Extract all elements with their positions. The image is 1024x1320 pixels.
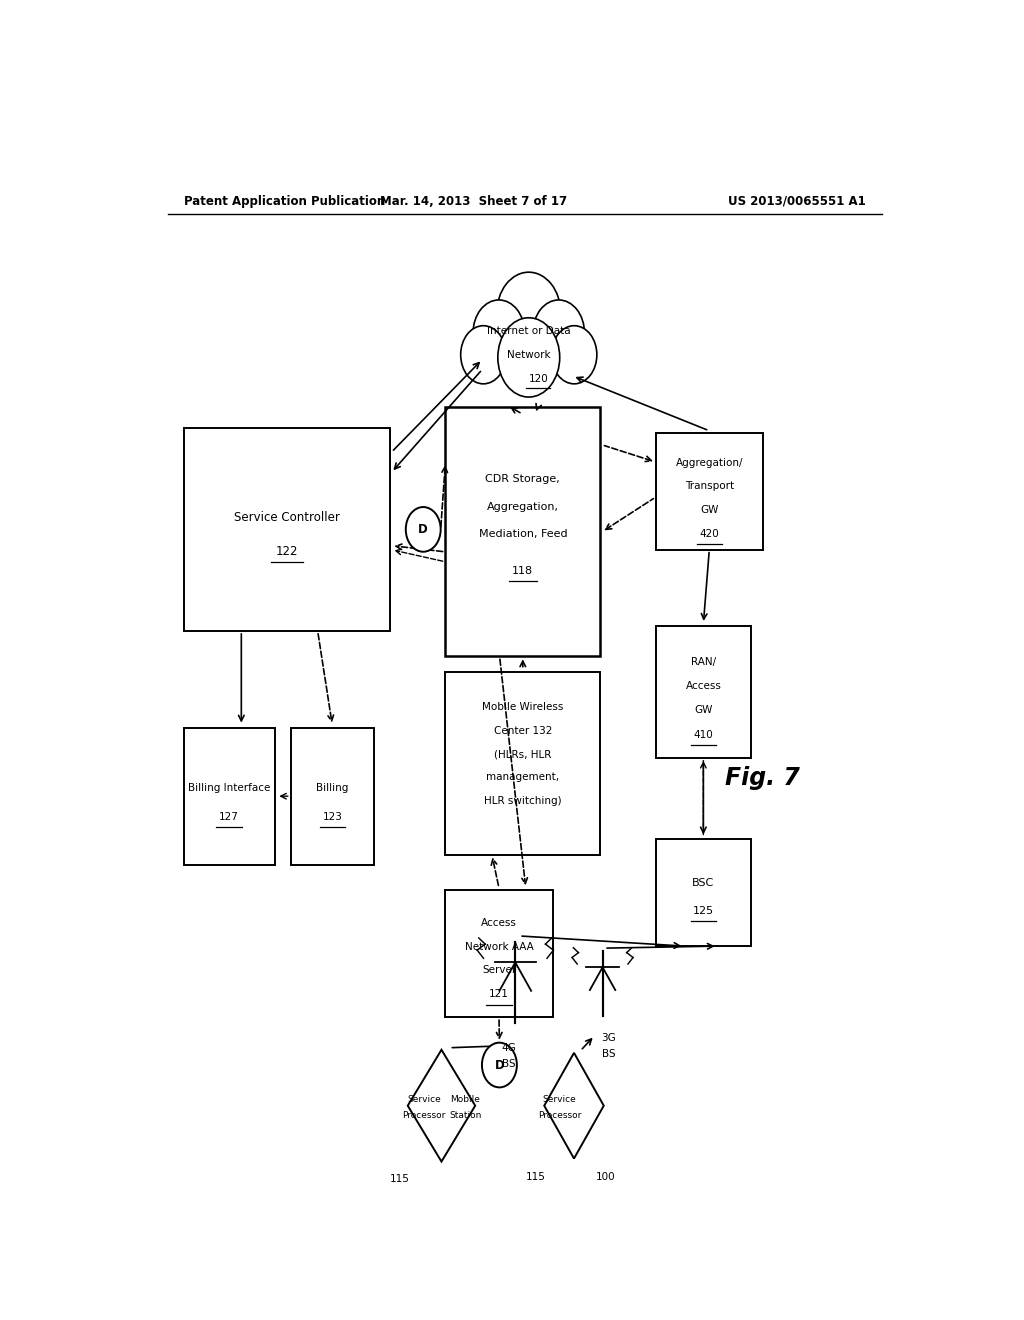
Text: Fig. 7: Fig. 7 [725, 767, 801, 791]
Text: Transport: Transport [685, 482, 734, 491]
Text: 127: 127 [219, 812, 240, 821]
Circle shape [552, 326, 597, 384]
Circle shape [406, 507, 440, 552]
Text: Aggregation,: Aggregation, [486, 502, 559, 512]
Text: management,: management, [486, 772, 559, 783]
Circle shape [532, 300, 585, 366]
Bar [183, 727, 274, 865]
Text: (HLRs, HLR: (HLRs, HLR [495, 748, 552, 759]
Text: Billing Interface: Billing Interface [188, 783, 270, 793]
Circle shape [482, 1043, 517, 1088]
Text: Station: Station [450, 1111, 481, 1121]
Bar [445, 672, 600, 854]
Text: Mediation, Feed: Mediation, Feed [478, 529, 567, 539]
Text: 122: 122 [275, 545, 298, 558]
Text: Access: Access [481, 919, 517, 928]
Text: Service: Service [543, 1096, 577, 1104]
Text: US 2013/0065551 A1: US 2013/0065551 A1 [728, 194, 866, 207]
Text: Billing: Billing [316, 783, 348, 793]
Text: Server: Server [482, 965, 516, 975]
Text: HLR switching): HLR switching) [484, 796, 561, 805]
Text: Mobile Wireless: Mobile Wireless [482, 702, 563, 713]
Text: GW: GW [694, 705, 713, 715]
Text: 3G: 3G [601, 1032, 616, 1043]
Text: 420: 420 [699, 529, 719, 539]
Bar [655, 626, 751, 758]
Text: 115: 115 [526, 1172, 546, 1181]
Circle shape [473, 300, 524, 366]
Text: 410: 410 [693, 730, 714, 739]
Text: 118: 118 [512, 565, 534, 576]
Text: D: D [419, 523, 428, 536]
Text: Center 132: Center 132 [494, 726, 552, 735]
Text: Service Controller: Service Controller [233, 511, 340, 524]
Text: RAN/: RAN/ [691, 656, 716, 667]
Text: 123: 123 [323, 812, 342, 821]
Text: CDR Storage,: CDR Storage, [485, 474, 560, 484]
Text: Network: Network [507, 350, 551, 359]
Text: Network AAA: Network AAA [465, 941, 534, 952]
Text: BSC: BSC [692, 878, 715, 887]
Circle shape [497, 272, 561, 354]
Text: 115: 115 [390, 1173, 411, 1184]
Bar [291, 727, 374, 865]
Text: Service: Service [408, 1096, 441, 1104]
Bar [445, 408, 600, 656]
Text: Aggregation/: Aggregation/ [676, 458, 743, 467]
Text: 120: 120 [528, 374, 548, 384]
Text: Processor: Processor [538, 1111, 582, 1121]
Text: Processor: Processor [402, 1111, 445, 1121]
Text: 100: 100 [596, 1172, 615, 1181]
Bar [183, 428, 390, 631]
Text: 125: 125 [693, 906, 714, 916]
Text: 4G: 4G [502, 1043, 516, 1053]
Text: BS: BS [602, 1049, 615, 1059]
Text: Patent Application Publication: Patent Application Publication [183, 194, 385, 207]
Text: GW: GW [700, 504, 719, 515]
Text: D: D [495, 1059, 504, 1072]
Text: Internet or Data: Internet or Data [487, 326, 570, 337]
Text: 121: 121 [489, 990, 509, 999]
Bar [655, 840, 751, 946]
Circle shape [461, 326, 506, 384]
Circle shape [498, 318, 560, 397]
Text: Mar. 14, 2013  Sheet 7 of 17: Mar. 14, 2013 Sheet 7 of 17 [380, 194, 566, 207]
Text: BS: BS [502, 1059, 516, 1069]
Text: Access: Access [685, 681, 721, 690]
Text: Mobile: Mobile [451, 1096, 480, 1104]
Bar [655, 433, 763, 549]
Bar [445, 890, 553, 1018]
